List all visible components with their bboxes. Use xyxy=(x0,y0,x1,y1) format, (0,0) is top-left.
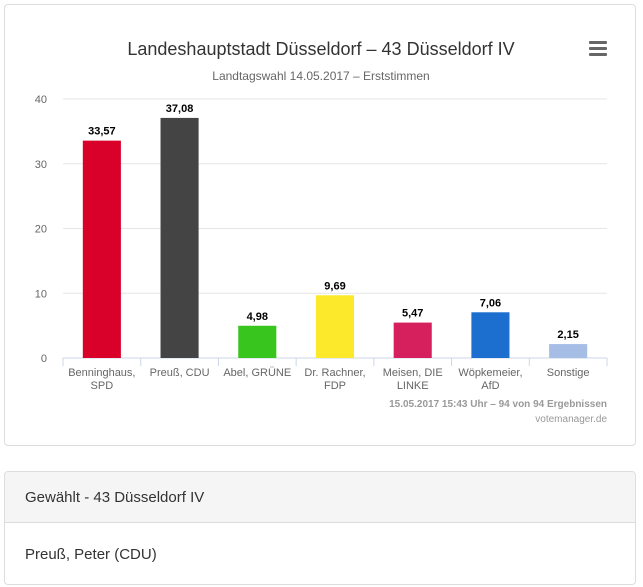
data-label: 37,08 xyxy=(166,103,194,115)
x-tick-label: LINKE xyxy=(397,380,429,392)
result-heading: Gewählt - 43 Düsseldorf IV xyxy=(5,472,635,523)
hamburger-icon xyxy=(589,41,607,44)
x-tick-label: Preuß, CDU xyxy=(150,367,210,379)
result-panel: Gewählt - 43 Düsseldorf IV Preuß, Peter … xyxy=(4,471,636,585)
y-tick-label: 20 xyxy=(35,224,47,236)
chart-menu-button[interactable] xyxy=(587,41,609,61)
data-label: 9,69 xyxy=(324,280,345,292)
hamburger-icon-line xyxy=(589,47,607,50)
hamburger-icon-line xyxy=(589,53,607,56)
grid-lines xyxy=(62,98,608,366)
data-label: 5,47 xyxy=(402,308,423,320)
bar xyxy=(549,344,588,358)
x-tick-label: Meisen, DIE xyxy=(383,367,443,379)
bar xyxy=(82,140,121,358)
chart-panel: Landeshauptstadt Düsseldorf – 43 Düsseld… xyxy=(4,4,636,446)
x-tick-label: Abel, GRÜNE xyxy=(223,367,291,379)
x-tick-label: SPD xyxy=(91,380,114,392)
data-label: 2,15 xyxy=(557,329,578,341)
y-tick-label: 30 xyxy=(35,159,47,171)
y-tick-label: 40 xyxy=(35,94,47,106)
data-label: 7,06 xyxy=(480,297,501,309)
y-tick-label: 0 xyxy=(41,353,47,365)
x-tick-label: FDP xyxy=(324,380,346,392)
y-tick-label: 10 xyxy=(35,288,47,300)
elected-candidate: Preuß, Peter (CDU) xyxy=(25,545,157,563)
data-label: 4,98 xyxy=(247,311,268,323)
x-tick-label: Benninghaus, xyxy=(68,367,135,379)
x-tick-label: AfD xyxy=(481,380,499,392)
bar xyxy=(471,312,510,358)
chart-credit-source[interactable]: votemanager.de xyxy=(535,414,607,425)
bar xyxy=(238,325,277,358)
x-tick-label: Sonstige xyxy=(547,367,590,379)
x-tick-label: Wöpkemeier, xyxy=(458,367,522,379)
x-tick-label: Dr. Rachner, xyxy=(304,367,365,379)
bar xyxy=(160,117,199,358)
bar-chart: Landeshauptstadt Düsseldorf – 43 Düsseld… xyxy=(35,39,608,425)
bar xyxy=(315,295,355,358)
chart-subtitle: Landtagswahl 14.05.2017 – Erststimmen xyxy=(212,69,429,83)
bar xyxy=(393,322,432,358)
data-label: 33,57 xyxy=(88,126,116,138)
chart-credit-result-count: 15.05.2017 15:43 Uhr – 94 von 94 Ergebni… xyxy=(389,399,607,410)
chart-title: Landeshauptstadt Düsseldorf – 43 Düsseld… xyxy=(127,39,514,59)
bars xyxy=(82,117,588,358)
labels: 0 10 20 30 40 33,57 Benninghaus,SPD 37,08 Preuß,… xyxy=(35,94,590,392)
